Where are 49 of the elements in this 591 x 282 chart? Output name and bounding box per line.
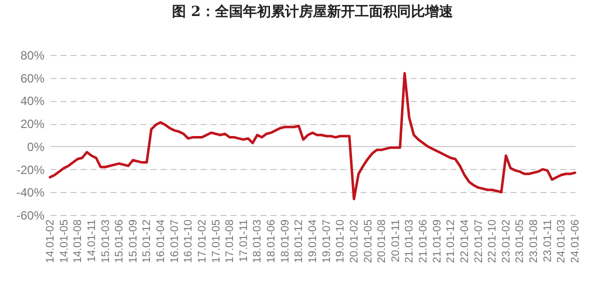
x-tick-label: 23.01-08 xyxy=(528,220,540,263)
x-tick-label: 17.01-05 xyxy=(210,220,222,263)
x-tick-label: 14.01-02 xyxy=(44,220,56,263)
x-tick-label: 21.01-12 xyxy=(445,220,458,263)
line-series xyxy=(48,72,576,200)
x-tick-label: 23.01-05 xyxy=(514,220,526,263)
y-tick-label: -20% xyxy=(16,162,45,177)
x-tick-label: 22.01-04 xyxy=(458,220,471,263)
x-tick-label: 16.01-07 xyxy=(168,220,181,263)
x-tick-label: 17.01-08 xyxy=(224,220,236,263)
x-tick-label: 21.01-03 xyxy=(404,220,416,263)
x-tick-label: 20.01-02 xyxy=(348,220,360,263)
y-tick-label: -60% xyxy=(16,208,45,222)
y-tick-label: 20% xyxy=(20,117,45,132)
x-tick-label: 18.01-09 xyxy=(279,220,292,263)
x-tick-label: 19.01-10 xyxy=(334,220,347,263)
x-tick-label: 22.01-07 xyxy=(472,220,485,263)
y-tick-label: -40% xyxy=(16,186,45,200)
x-tick-label: 23.01-11 xyxy=(542,220,554,262)
x-tick-label: 18.01-12 xyxy=(293,220,306,263)
x-tick-label: 20.01-11 xyxy=(390,220,402,262)
x-tick-label: 16.01-10 xyxy=(182,220,195,263)
x-tick-label: 24.01-03 xyxy=(556,220,568,263)
x-tick-label: 19.01-04 xyxy=(307,220,319,263)
y-tick-label: 40% xyxy=(20,94,45,108)
x-tick-label: 14.01-05 xyxy=(58,220,70,263)
y-tick-label: 80% xyxy=(20,48,45,62)
x-tick-label: 16.01-04 xyxy=(155,220,168,263)
chart-title: 图 2：全国年初累计房屋新开工面积同比增速 xyxy=(172,3,454,20)
x-tick-label: 17.01-02 xyxy=(196,220,208,263)
x-tick-label: 15.01-09 xyxy=(127,220,140,263)
x-tick-label: 20.01-08 xyxy=(376,220,388,263)
y-tick-label: 60% xyxy=(20,71,45,86)
x-tick-label: 19.01-07 xyxy=(320,220,333,263)
x-tick-label: 20.01-05 xyxy=(362,220,374,263)
x-tick-label: 23.01-02 xyxy=(500,220,512,263)
y-tick-label: 0% xyxy=(27,140,45,154)
x-tick-label: 21.01-06 xyxy=(418,220,430,263)
x-tick-label: 24.01-06 xyxy=(570,220,582,263)
x-tick-label: 21.01-09 xyxy=(431,220,444,263)
x-tick-label: 18.01-03 xyxy=(252,220,264,263)
x-tick-label: 18.01-06 xyxy=(266,220,278,263)
x-tick-label: 15.01-12 xyxy=(141,220,154,263)
x-tick-label: 14.01-08 xyxy=(72,220,84,263)
x-tick-label: 17.01-11 xyxy=(238,220,250,262)
x-tick-label: 15.01-03 xyxy=(100,220,112,263)
x-tick-label: 15.01-06 xyxy=(114,220,126,263)
x-tick-label: 14.01-11 xyxy=(86,220,98,262)
x-tick-label: 22.01-10 xyxy=(486,220,499,263)
